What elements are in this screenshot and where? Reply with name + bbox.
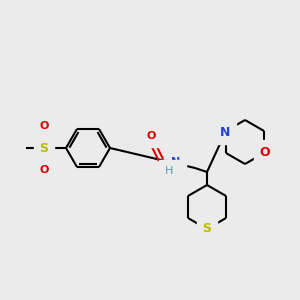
Text: O: O [260,146,270,158]
Text: N: N [220,125,230,139]
Text: H: H [165,166,173,176]
Text: O: O [39,165,49,175]
Text: O: O [146,131,156,141]
Text: O: O [39,121,49,131]
Text: S: S [202,223,211,236]
Text: N: N [171,157,181,167]
Text: S: S [40,142,49,154]
